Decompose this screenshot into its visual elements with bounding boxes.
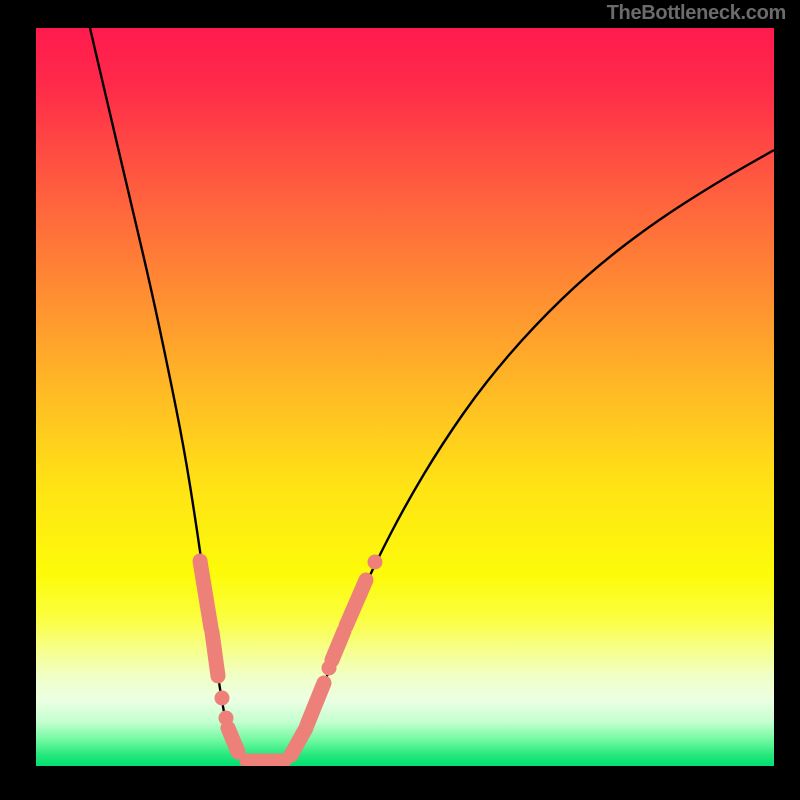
watermark-text: TheBottleneck.com: [607, 2, 786, 25]
data-capsule: [212, 632, 218, 676]
chart-frame: TheBottleneck.com: [0, 0, 800, 800]
data-capsule: [228, 728, 238, 752]
gradient-background: [36, 28, 774, 766]
plot-svg: [36, 28, 774, 766]
data-point: [215, 691, 230, 706]
plot-area: [36, 28, 774, 766]
data-point: [368, 555, 383, 570]
